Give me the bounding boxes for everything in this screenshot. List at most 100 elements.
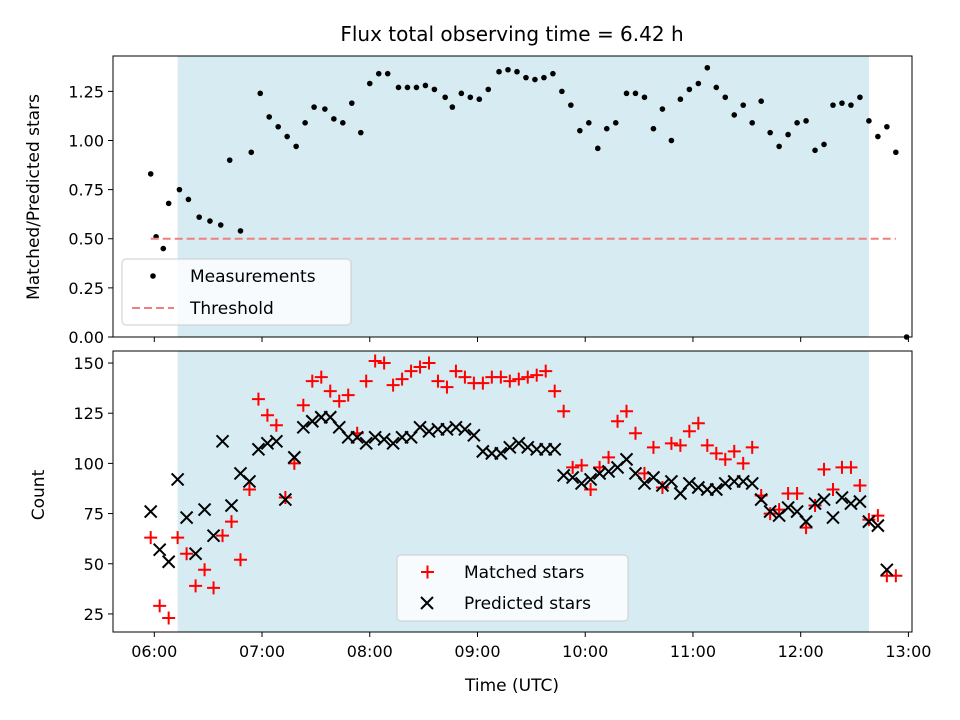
matched-stars-point — [341, 388, 355, 402]
matched-stars-point — [413, 360, 427, 374]
measurements-point — [331, 116, 337, 122]
matched-stars-point — [673, 438, 687, 452]
matched-stars-point — [566, 460, 580, 474]
matched-stars-point — [368, 354, 382, 368]
bottom-y-tick-label: 150 — [73, 354, 104, 373]
measurements-point — [322, 106, 328, 112]
predicted-stars-point — [503, 440, 517, 455]
measurements-point — [812, 147, 818, 154]
matched-stars-point — [736, 456, 750, 470]
measurements-point — [357, 129, 364, 136]
predicted-stars-point — [359, 436, 373, 451]
matched-stars-point — [404, 364, 418, 378]
predicted-stars-point — [853, 494, 867, 509]
measurements-point — [311, 104, 317, 110]
predicted-stars-point — [377, 432, 391, 447]
matched-stars-point — [628, 426, 642, 440]
legend-predicted-marker — [420, 596, 434, 610]
matched-stars-point — [530, 368, 544, 382]
measurements-point — [695, 80, 702, 87]
measurements-point — [257, 90, 264, 97]
predicted-stars-point — [637, 476, 652, 491]
matched-stars-point — [440, 380, 454, 394]
predicted-stars-point — [763, 504, 777, 519]
predicted-stars-point — [781, 500, 795, 515]
measurements-point — [594, 145, 601, 152]
measurements-point — [395, 84, 402, 91]
bottom-legend-box — [396, 554, 629, 622]
legend-predicted-label: Predicted stars — [464, 594, 591, 614]
matched-stars-point — [575, 458, 589, 472]
top-y-tick-label: 1.25 — [68, 82, 104, 101]
measurements-point — [196, 214, 202, 220]
measurements-point — [413, 84, 420, 91]
measurements-point — [650, 125, 657, 132]
matched-stars-point — [844, 460, 858, 474]
predicted-stars-point — [880, 563, 894, 577]
matched-stars-point — [251, 392, 265, 406]
matched-stars-point — [171, 531, 185, 545]
measurements-point — [176, 186, 183, 193]
matched-stars-point — [763, 507, 777, 521]
matched-stars-point — [162, 611, 176, 625]
predicted-stars-point — [206, 528, 221, 543]
predicted-stars-point — [565, 470, 580, 485]
bottom-y-tick-label: 125 — [73, 404, 104, 423]
predicted-stars-point — [467, 428, 481, 443]
matched-stars-point — [198, 563, 212, 577]
measurements-point — [442, 94, 448, 101]
measurements-point — [568, 102, 574, 108]
matched-stars-point — [314, 370, 328, 384]
bottom-x-tick-label: 10:00 — [562, 642, 608, 661]
predicted-stars-point — [350, 430, 364, 445]
measurements-point — [505, 66, 511, 73]
matched-stars-point — [153, 599, 167, 613]
predicted-stars-point — [547, 442, 562, 457]
top-y-tick-label: 1.00 — [68, 131, 104, 150]
matched-stars-point — [458, 370, 472, 384]
bottom-x-tick-label: 08:00 — [347, 642, 393, 661]
matched-stars-point — [180, 547, 194, 561]
top-legend-box — [121, 258, 352, 326]
matched-stars-point — [144, 531, 158, 545]
measurements-point — [722, 94, 729, 101]
top-y-tick-label: 0.50 — [68, 230, 104, 249]
predicted-stars-point — [871, 518, 885, 533]
measurements-point — [893, 149, 899, 156]
predicted-stars-point — [808, 496, 822, 511]
predicted-stars-point — [826, 510, 840, 525]
measurements-point — [577, 127, 583, 134]
matched-stars-point — [269, 418, 283, 432]
matched-stars-point — [296, 398, 310, 412]
bottom-y-tick-label: 75 — [84, 505, 104, 524]
measurements-point — [467, 94, 474, 101]
measurements-point — [632, 90, 639, 97]
chart-title: Flux total observing time = 6.42 h — [340, 22, 683, 46]
legend-measurements-marker — [150, 273, 156, 279]
measurements-point — [785, 131, 791, 138]
matched-stars-point — [494, 370, 508, 384]
measurements-point — [559, 88, 565, 95]
predicted-stars-point — [305, 414, 320, 428]
top-y-axis-label: Matched/Predicted stars — [24, 94, 44, 300]
matched-stars-point — [853, 478, 867, 492]
predicted-stars-point — [224, 498, 239, 513]
measurements-point — [532, 76, 538, 83]
predicted-stars-point — [242, 474, 257, 489]
matched-stars-point — [323, 384, 337, 398]
measurements-point — [165, 200, 172, 207]
measurements-point — [485, 86, 492, 93]
predicted-stars-point — [179, 510, 194, 525]
legend-matched-label: Matched stars — [464, 563, 584, 583]
measurements-point — [449, 104, 456, 110]
bottom-y-axis-label: Count — [29, 469, 49, 520]
predicted-stars-point — [251, 442, 266, 457]
measurements-point — [550, 70, 556, 77]
predicted-stars-point — [574, 476, 589, 491]
bottom-y-tick-label: 50 — [84, 555, 104, 574]
top-legend: Measurements Threshold — [121, 258, 352, 326]
top-plot-area — [147, 64, 910, 340]
matched-stars-point — [449, 364, 463, 378]
measurements-point — [603, 125, 610, 132]
measurements-point — [207, 218, 213, 224]
